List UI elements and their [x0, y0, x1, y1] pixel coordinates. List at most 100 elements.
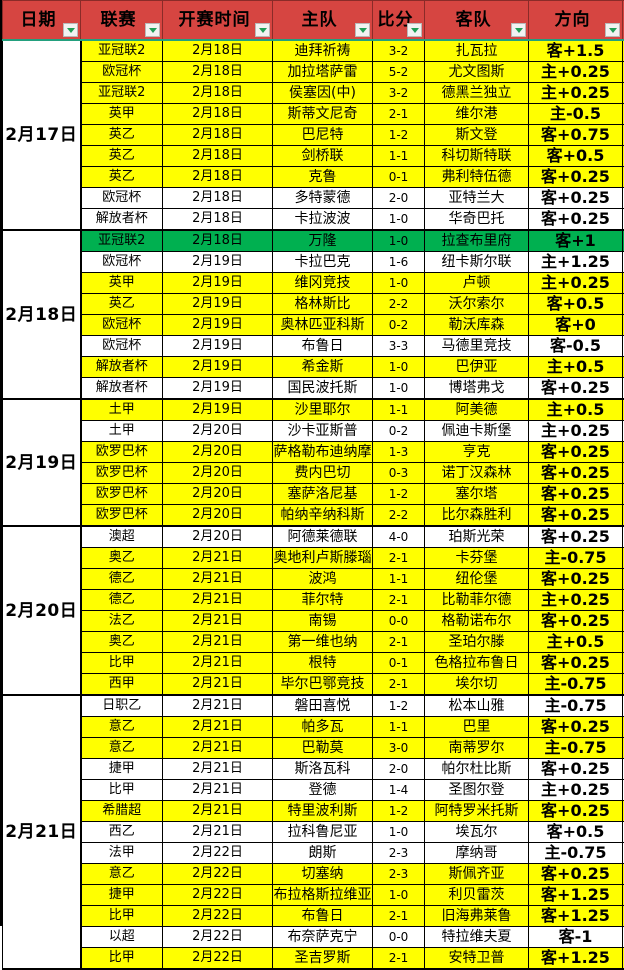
kickoff-time-cell: 2月18日 [163, 83, 273, 104]
kickoff-time-cell: 2月18日 [163, 209, 273, 231]
away-team-cell: 尤文图斯 [425, 62, 529, 83]
direction-cell: 客+1.5 [529, 40, 623, 62]
home-team-cell: 斯洛瓦科 [273, 759, 373, 780]
home-team-cell: 布鲁日 [273, 906, 373, 927]
home-team-cell: 巴尼特 [273, 125, 373, 146]
league-cell: 西乙 [81, 822, 163, 843]
column-header-score[interactable]: 比分 [373, 1, 425, 41]
league-cell: 捷甲 [81, 885, 163, 906]
away-team-cell: 阿特罗米托斯 [425, 801, 529, 822]
score-cell: 1-0 [373, 273, 425, 294]
home-team-cell: 布鲁日 [273, 336, 373, 357]
date-group-cell: 2月20日 [3, 526, 81, 695]
filter-dropdown-icon[interactable] [145, 23, 160, 37]
direction-cell: 客+0.25 [529, 442, 623, 463]
date-group-cell: 2月21日 [3, 695, 81, 969]
league-cell: 欧冠杯 [81, 188, 163, 209]
kickoff-time-cell: 2月22日 [163, 843, 273, 864]
score-cell: 1-4 [373, 780, 425, 801]
column-header-away-team[interactable]: 客队 [425, 1, 529, 41]
filter-dropdown-icon[interactable] [605, 23, 620, 37]
filter-dropdown-icon[interactable] [255, 23, 270, 37]
direction-cell: 客+1 [529, 230, 623, 252]
score-cell: 2-1 [373, 674, 425, 696]
away-team-cell: 扎瓦拉 [425, 40, 529, 62]
column-header-kickoff-time[interactable]: 开赛时间 [163, 1, 273, 41]
filter-dropdown-icon[interactable] [407, 23, 422, 37]
direction-cell: 客+0.25 [529, 759, 623, 780]
filter-dropdown-icon[interactable] [511, 23, 526, 37]
away-team-cell: 佩迪卡斯堡 [425, 421, 529, 442]
home-team-cell: 斯蒂文尼奇 [273, 104, 373, 125]
away-team-cell: 卢顿 [425, 273, 529, 294]
column-header-home-team[interactable]: 主队 [273, 1, 373, 41]
kickoff-time-cell: 2月21日 [163, 717, 273, 738]
filter-dropdown-icon[interactable] [63, 23, 78, 37]
away-team-cell: 勒沃库森 [425, 315, 529, 336]
column-header-date[interactable]: 日期 [3, 1, 81, 41]
kickoff-time-cell: 2月18日 [163, 40, 273, 62]
column-header-league[interactable]: 联赛 [81, 1, 163, 41]
column-header-direction[interactable]: 方向 [529, 1, 623, 41]
league-cell: 欧罗巴杯 [81, 505, 163, 527]
away-team-cell: 巴里 [425, 717, 529, 738]
kickoff-time-cell: 2月19日 [163, 315, 273, 336]
away-team-cell: 塞尔塔 [425, 484, 529, 505]
league-cell: 法甲 [81, 843, 163, 864]
kickoff-time-cell: 2月18日 [163, 167, 273, 188]
filter-dropdown-icon[interactable] [355, 23, 370, 37]
home-team-cell: 帕纳辛纳科斯 [273, 505, 373, 527]
home-team-cell: 圣吉罗斯 [273, 948, 373, 970]
away-team-cell: 沃尔索尔 [425, 294, 529, 315]
league-cell: 解放者杯 [81, 378, 163, 400]
away-team-cell: 比尔森胜利 [425, 505, 529, 527]
home-team-cell: 多特蒙德 [273, 188, 373, 209]
score-cell: 1-0 [373, 378, 425, 400]
league-cell: 捷甲 [81, 759, 163, 780]
